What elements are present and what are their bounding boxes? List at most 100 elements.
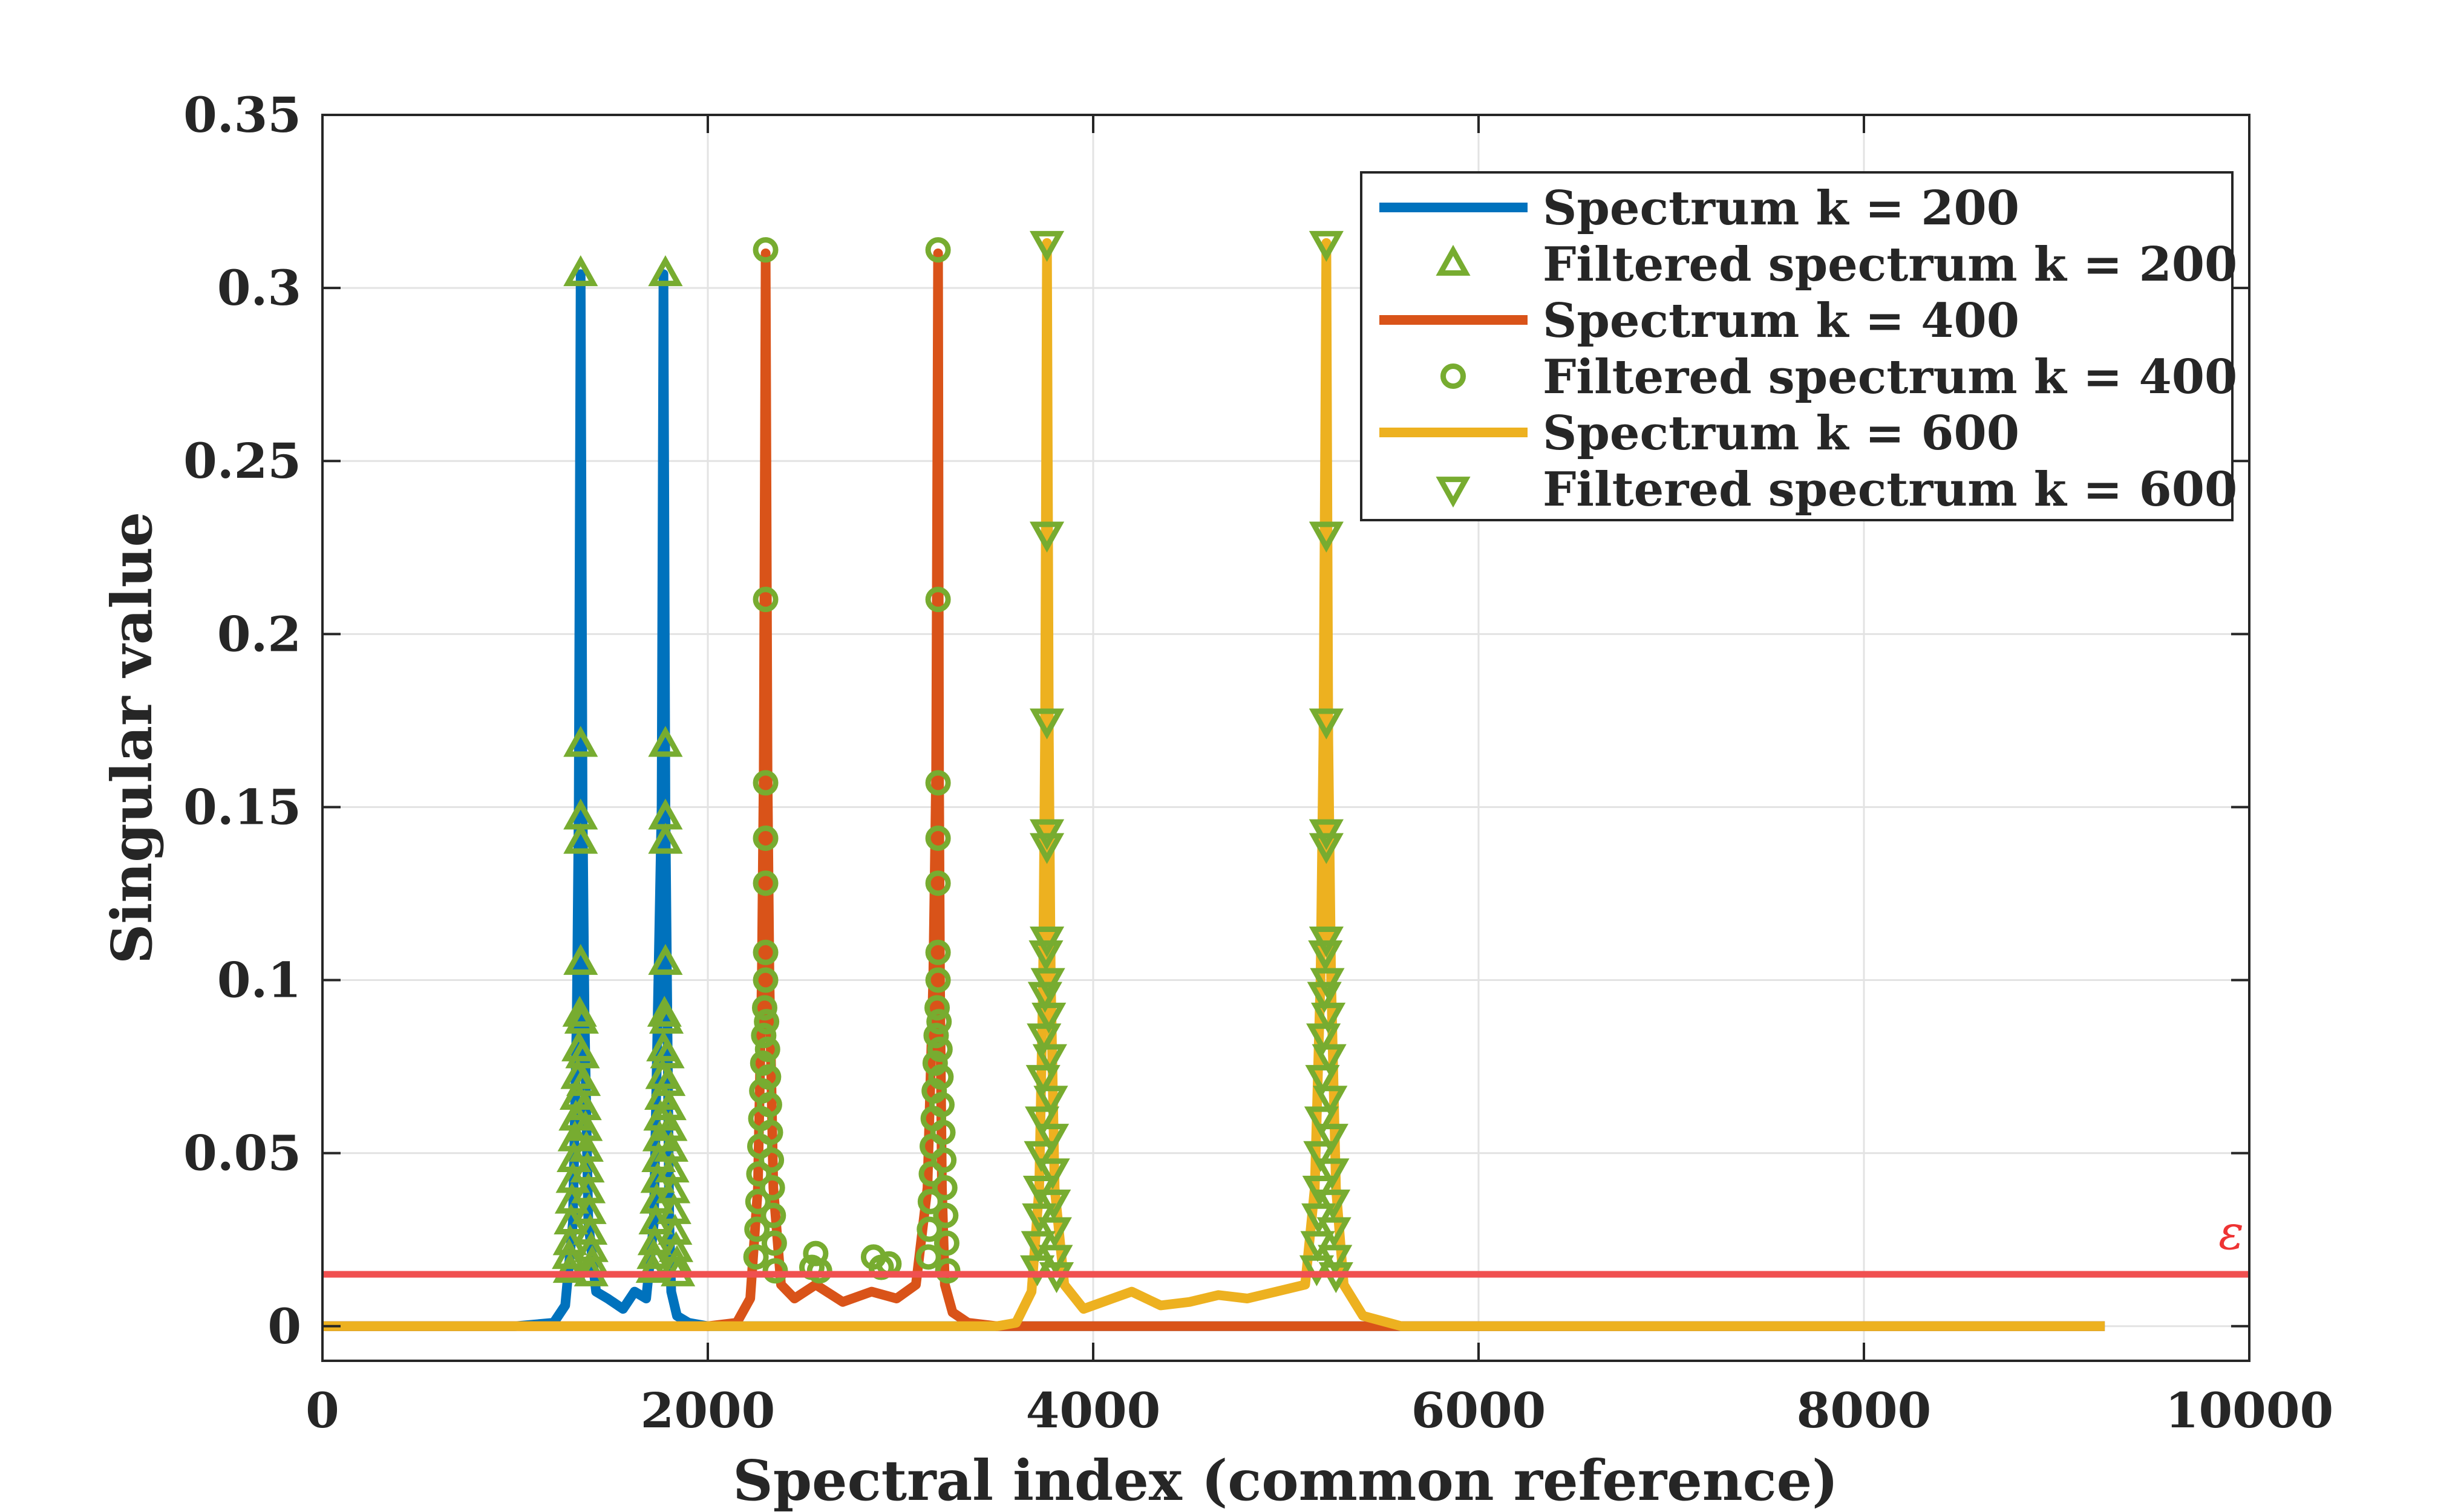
threshold-layer: ε [322,1206,2249,1278]
legend-item: Spectrum k = 200 [1379,181,2019,236]
data-point [563,255,598,287]
data-point [743,1244,769,1270]
series-3 [743,237,961,1284]
legend-label: Spectrum k = 400 [1543,293,2019,348]
y-tick-label: 0.25 [183,432,301,489]
data-point [563,823,598,854]
data-point [917,1188,943,1214]
data-point [753,587,779,613]
data-point [753,237,779,263]
data-point [925,825,951,851]
data-point [1029,833,1065,864]
data-point [1308,940,1343,972]
data-point [925,870,951,896]
data-point [933,1202,959,1228]
data-point [563,726,598,757]
data-point [1313,1124,1348,1155]
data-point [744,1216,770,1242]
legend-label: Spectrum k = 200 [1543,181,2019,236]
data-point [648,255,683,287]
data-point [1306,1023,1341,1055]
data-point [648,823,683,854]
y-tick-label: 0.05 [183,1125,301,1182]
data-point [1024,1141,1059,1172]
data-point [1027,982,1062,1013]
axes-box [321,114,2250,1362]
data-point [806,1258,832,1284]
legend-item: Spectrum k = 600 [1379,406,2019,461]
data-point [915,1244,941,1270]
data-point [1028,940,1064,972]
data-point [762,1258,788,1284]
series-5 [1020,230,1353,1294]
legend-item: Filtered spectrum k = 400 [1440,350,2237,405]
data-point [1309,833,1344,864]
data-point [925,967,951,993]
data-point [754,1037,780,1062]
data-point [1029,708,1065,740]
data-point [759,1175,785,1201]
data-point [1034,1124,1070,1155]
data-point [563,943,598,975]
x-axis-label: Spectral index (common reference) [733,1448,1838,1512]
legend-marker-swatch [1440,363,1466,389]
data-point [648,726,683,757]
data-point [760,1202,786,1228]
data-point [750,1050,776,1076]
data-point [925,770,951,796]
data-point [1315,1158,1350,1190]
ticks: 0 2000 4000 6000 8000 10000 0 0.05 0.1 0.15 0.2 0.2… [183,86,2333,1439]
data-point [753,825,779,851]
data-point [635,1251,670,1283]
data-point [552,1238,587,1269]
y-axis-label: Singular value [99,512,165,964]
data-point [931,1147,957,1173]
data-point [935,1258,961,1284]
data-point [649,1002,684,1034]
data-point [1311,1002,1346,1034]
legend-item: Filtered spectrum k = 200 [1436,237,2237,292]
data-point [637,1224,672,1256]
data-point [932,1175,958,1201]
data-point [1309,230,1344,262]
data-point [926,1009,952,1035]
data-point [1025,1106,1060,1138]
data-point [1312,1044,1347,1075]
data-point [751,995,777,1021]
x-tick-label: 8000 [1797,1382,1932,1439]
data-point [917,1216,943,1242]
data-point [761,1230,787,1256]
x-tick-label: 6000 [1411,1382,1546,1439]
data-point [1029,230,1065,262]
data-point [1035,1158,1070,1190]
data-point [925,587,951,613]
legend-label: Filtered spectrum k = 600 [1543,462,2237,517]
data-point [650,1037,685,1069]
data-point [1025,1064,1061,1097]
axes [321,114,2250,1362]
data-point [565,1037,600,1069]
legend-label: Filtered spectrum k = 200 [1543,237,2237,292]
series-layer [322,230,2105,1331]
y-tick-label: 0.1 [217,952,301,1009]
data-point [1304,1106,1339,1138]
data-point [648,943,683,975]
data-point [923,1023,949,1049]
y-tick-label: 0 [267,1298,301,1355]
x-tick-label: 2000 [641,1382,776,1439]
data-point [745,1188,771,1214]
data-point [1033,1086,1068,1117]
data-point [753,967,779,993]
data-point [1029,521,1065,553]
data-point [759,1147,785,1173]
data-point [552,1251,587,1283]
data-point [1032,1044,1067,1075]
y-tick-label: 0.35 [183,86,301,143]
data-point [1305,1064,1340,1097]
data-point [922,1050,948,1076]
data-point [753,870,779,896]
x-tick-label: 4000 [1026,1382,1161,1439]
legend-item: Spectrum k = 400 [1379,293,2019,348]
data-point [1303,1141,1338,1172]
